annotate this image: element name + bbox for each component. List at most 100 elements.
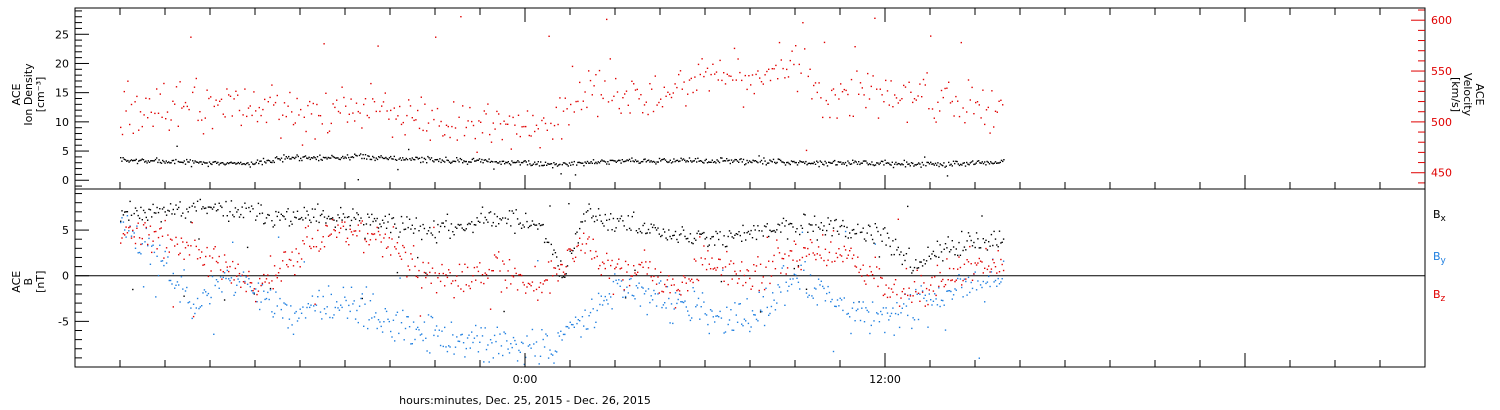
bx-point xyxy=(735,233,737,235)
density-point xyxy=(223,163,225,165)
velocity-point xyxy=(867,72,869,75)
by-point xyxy=(468,334,470,336)
by-point xyxy=(765,287,767,289)
density-point xyxy=(364,154,367,156)
bx-point xyxy=(330,218,332,220)
by-point xyxy=(755,318,758,321)
bz-point xyxy=(237,263,239,265)
by-point xyxy=(357,321,359,324)
density-point xyxy=(860,162,862,164)
by-point xyxy=(205,291,207,293)
bz-point xyxy=(377,230,380,233)
density-point xyxy=(544,161,547,163)
velocity-point xyxy=(130,103,133,106)
bz-point xyxy=(376,226,378,229)
bz-point xyxy=(473,266,476,269)
velocity-point xyxy=(174,103,176,105)
density-point xyxy=(351,156,353,158)
bz-point xyxy=(897,218,899,220)
by-point xyxy=(622,296,624,298)
by-series xyxy=(120,215,1005,366)
by-point xyxy=(915,288,917,291)
bz-point xyxy=(176,243,179,245)
by-point xyxy=(939,305,941,308)
by-point xyxy=(259,308,261,311)
by-point xyxy=(685,306,687,308)
density-point xyxy=(578,161,580,163)
by-point xyxy=(768,314,770,316)
bx-point xyxy=(179,201,181,203)
density-point xyxy=(379,156,381,159)
density-point xyxy=(313,156,315,158)
by-point xyxy=(722,269,724,271)
bz-point xyxy=(584,252,586,254)
bz-point xyxy=(353,230,355,232)
by-point xyxy=(647,288,650,290)
density-point xyxy=(482,162,484,164)
density-point xyxy=(518,161,520,163)
bz-point xyxy=(759,263,762,265)
by-point xyxy=(191,317,193,320)
bz-point xyxy=(839,254,841,256)
density-point xyxy=(488,158,490,160)
bz-point xyxy=(722,267,724,269)
by-point xyxy=(452,334,454,336)
by-point xyxy=(539,355,542,357)
density-point xyxy=(199,161,201,163)
bx-point xyxy=(138,217,141,219)
by-point xyxy=(919,293,921,295)
bx-point xyxy=(144,211,146,214)
bx-point xyxy=(218,202,220,204)
by-point xyxy=(905,305,908,307)
bz-point xyxy=(234,267,237,270)
density-point xyxy=(228,162,230,165)
by-point xyxy=(616,282,619,285)
by-point xyxy=(498,352,500,355)
bz-point xyxy=(996,272,998,274)
density-point xyxy=(567,165,569,167)
bz-point xyxy=(433,226,435,229)
density-point xyxy=(792,161,794,163)
bz-point xyxy=(682,275,685,277)
bz-point xyxy=(252,290,254,292)
by-point xyxy=(924,294,926,296)
bx-point xyxy=(803,213,805,215)
density-point xyxy=(241,163,243,166)
by-point xyxy=(1001,278,1003,280)
density-point xyxy=(200,161,202,163)
bz-point xyxy=(152,240,154,242)
density-point xyxy=(682,158,685,160)
density-point xyxy=(216,162,218,164)
density-point xyxy=(830,162,832,164)
velocity-point xyxy=(217,104,219,106)
bz-point xyxy=(136,227,138,229)
density-point xyxy=(476,159,478,161)
bz-point xyxy=(792,259,794,261)
velocity-point xyxy=(985,109,988,111)
by-point xyxy=(776,302,778,304)
velocity-point xyxy=(690,77,692,80)
bz-point xyxy=(804,247,806,249)
bz-point xyxy=(156,248,158,250)
bx-point xyxy=(863,238,866,240)
density-point xyxy=(390,155,392,158)
bz-point xyxy=(627,264,629,266)
bx-point xyxy=(495,225,497,227)
by-point xyxy=(874,243,876,245)
bz-point xyxy=(349,228,351,230)
by-point xyxy=(361,293,363,295)
density-point xyxy=(462,162,464,164)
bx-point xyxy=(693,237,696,240)
bz-point xyxy=(665,285,667,288)
bz-point xyxy=(955,279,957,281)
bz-point xyxy=(369,239,372,241)
density-point xyxy=(304,155,307,157)
velocity-point xyxy=(296,97,298,100)
bz-point xyxy=(832,230,835,232)
by-point xyxy=(658,282,660,284)
bx-point xyxy=(570,252,573,254)
by-point xyxy=(445,346,447,348)
bx-point xyxy=(915,259,917,261)
bx-point xyxy=(489,211,492,213)
bz-point xyxy=(399,255,401,257)
